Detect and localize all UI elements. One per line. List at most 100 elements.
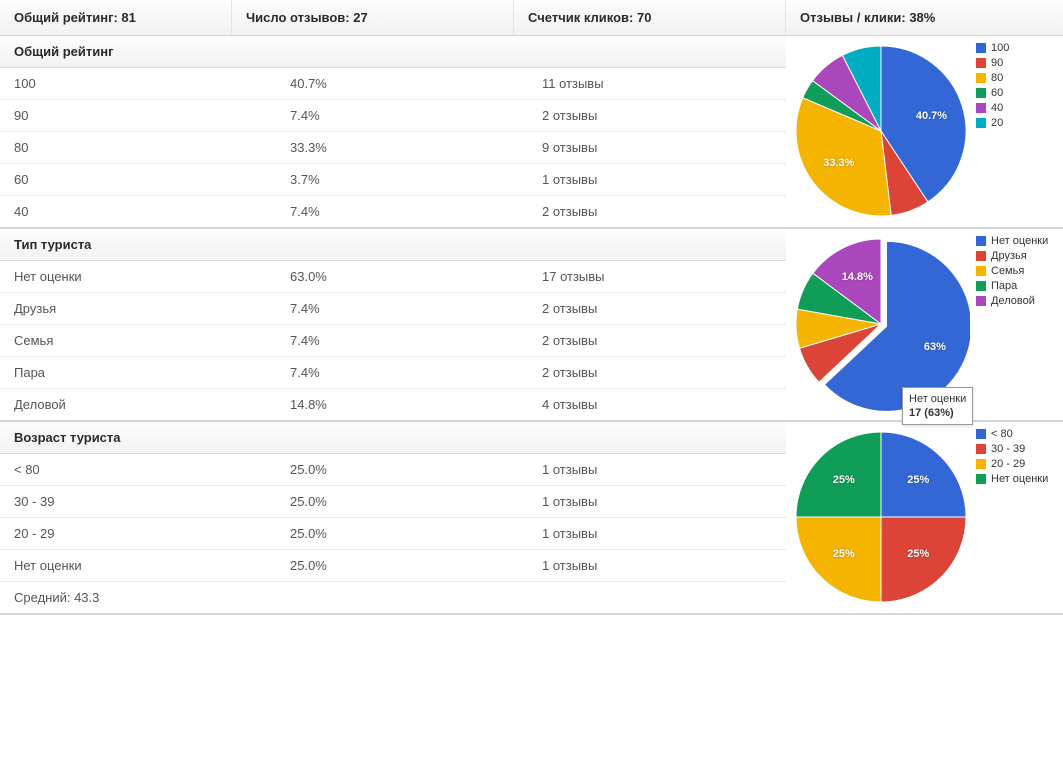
section-title: Общий рейтинг (0, 36, 786, 68)
chart-legend: 100 90 80 60 40 20 (970, 42, 1009, 220)
legend-item[interactable]: 20 (976, 117, 1009, 130)
overall-rating-stat: Общий рейтинг: 81 (0, 0, 232, 35)
table-row: 407.4%2 отзывы (0, 196, 786, 227)
pie-slice-label: 25% (833, 548, 855, 560)
row-count: 2 отзывы (542, 333, 786, 348)
table-row: 8033.3%9 отзывы (0, 132, 786, 164)
table-row: Друзья7.4%2 отзывы (0, 293, 786, 325)
row-percent: 7.4% (290, 365, 542, 380)
chart-panel: 63%14.8%Нет оценки17 (63%)Нет оценкиДруз… (786, 229, 1063, 420)
legend-label: 40 (991, 102, 1003, 115)
legend-swatch (976, 296, 986, 306)
stats-section: Возраст туриста< 8025.0%1 отзывы30 - 392… (0, 422, 1063, 615)
legend-swatch (976, 444, 986, 454)
row-count: 1 отзывы (542, 526, 786, 541)
legend-label: 60 (991, 87, 1003, 100)
tooltip-value: 17 (63%) (909, 407, 954, 419)
legend-label: Семья (991, 265, 1024, 278)
stats-section: Общий рейтинг10040.7%11 отзывы907.4%2 от… (0, 36, 1063, 229)
legend-item[interactable]: 80 (976, 72, 1009, 85)
chart-panel: 25%25%25%25% < 80 30 - 39 20 - 29 Нет оценки (786, 422, 1063, 613)
row-percent: 7.4% (290, 301, 542, 316)
row-label: 40 (14, 204, 290, 219)
row-count: 1 отзывы (542, 494, 786, 509)
row-label: 60 (14, 172, 290, 187)
stats-table: Тип туристаНет оценки63.0%17 отзывыДрузь… (0, 229, 786, 420)
legend-label: Друзья (991, 250, 1027, 263)
row-count: 1 отзывы (542, 462, 786, 477)
reviews-clicks-stat: Отзывы / клики: 38% (786, 0, 1063, 35)
legend-label: Нет оценки (991, 473, 1048, 486)
row-percent: 25.0% (290, 526, 542, 541)
row-label: 90 (14, 108, 290, 123)
row-label: Семья (14, 333, 290, 348)
row-percent: 7.4% (290, 333, 542, 348)
table-row: 603.7%1 отзывы (0, 164, 786, 196)
table-row: Пара7.4%2 отзывы (0, 357, 786, 389)
legend-swatch (976, 236, 986, 246)
table-row: Семья7.4%2 отзывы (0, 325, 786, 357)
pie-slice-label: 63% (924, 341, 946, 353)
row-percent: 7.4% (290, 108, 542, 123)
legend-item[interactable]: Друзья (976, 250, 1048, 263)
legend-label: Пара (991, 280, 1017, 293)
legend-item[interactable]: 30 - 39 (976, 443, 1048, 456)
row-percent: 25.0% (290, 558, 542, 573)
row-count: 4 отзывы (542, 397, 786, 412)
row-label: Друзья (14, 301, 290, 316)
chart-legend: Нет оценки Друзья Семья Пара Деловой (970, 235, 1048, 413)
chart-legend: < 80 30 - 39 20 - 29 Нет оценки (970, 428, 1048, 606)
section-title: Возраст туриста (0, 422, 786, 454)
stats-section: Тип туристаНет оценки63.0%17 отзывыДрузь… (0, 229, 1063, 422)
legend-label: < 80 (991, 428, 1013, 441)
legend-swatch (976, 58, 986, 68)
legend-item[interactable]: < 80 (976, 428, 1048, 441)
legend-item[interactable]: 90 (976, 57, 1009, 70)
tooltip-name: Нет оценки (909, 392, 966, 406)
row-percent: 40.7% (290, 76, 542, 91)
legend-item[interactable]: 20 - 29 (976, 458, 1048, 471)
legend-item[interactable]: Пара (976, 280, 1048, 293)
section-footer: Средний: 43.3 (0, 582, 786, 613)
chart-panel: 40.7%33.3% 100 90 80 60 40 20 (786, 36, 1063, 227)
legend-item[interactable]: 60 (976, 87, 1009, 100)
table-row: Нет оценки63.0%17 отзывы (0, 261, 786, 293)
row-label: Пара (14, 365, 290, 380)
row-percent: 7.4% (290, 204, 542, 219)
pie-chart[interactable]: 40.7%33.3% (792, 42, 970, 220)
legend-label: 30 - 39 (991, 443, 1025, 456)
pie-slice-label: 40.7% (916, 110, 947, 122)
row-count: 11 отзывы (542, 76, 786, 91)
legend-swatch (976, 43, 986, 53)
legend-swatch (976, 103, 986, 113)
row-percent: 14.8% (290, 397, 542, 412)
pie-chart[interactable]: 63%14.8%Нет оценки17 (63%) (792, 235, 970, 413)
legend-label: 20 (991, 117, 1003, 130)
legend-item[interactable]: Нет оценки (976, 473, 1048, 486)
row-count: 9 отзывы (542, 140, 786, 155)
legend-item[interactable]: Нет оценки (976, 235, 1048, 248)
row-count: 2 отзывы (542, 204, 786, 219)
legend-label: 20 - 29 (991, 458, 1025, 471)
legend-swatch (976, 118, 986, 128)
legend-item[interactable]: 100 (976, 42, 1009, 55)
table-row: 30 - 3925.0%1 отзывы (0, 486, 786, 518)
row-count: 1 отзывы (542, 172, 786, 187)
row-label: 100 (14, 76, 290, 91)
legend-item[interactable]: Деловой (976, 295, 1048, 308)
legend-item[interactable]: 40 (976, 102, 1009, 115)
row-percent: 25.0% (290, 494, 542, 509)
click-counter-stat: Счетчик кликов: 70 (514, 0, 786, 35)
row-percent: 25.0% (290, 462, 542, 477)
table-row: 20 - 2925.0%1 отзывы (0, 518, 786, 550)
legend-item[interactable]: Семья (976, 265, 1048, 278)
pie-chart[interactable]: 25%25%25%25% (792, 428, 970, 606)
legend-swatch (976, 459, 986, 469)
legend-label: Нет оценки (991, 235, 1048, 248)
chart-tooltip: Нет оценки17 (63%) (902, 387, 973, 425)
row-label: 20 - 29 (14, 526, 290, 541)
legend-swatch (976, 429, 986, 439)
table-row: Нет оценки25.0%1 отзывы (0, 550, 786, 582)
row-label: Нет оценки (14, 558, 290, 573)
table-row: 10040.7%11 отзывы (0, 68, 786, 100)
